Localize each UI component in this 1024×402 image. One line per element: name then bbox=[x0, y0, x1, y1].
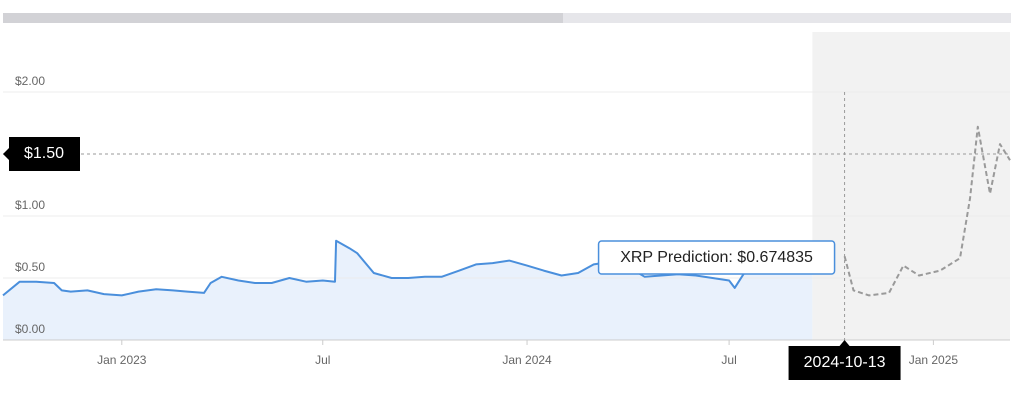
x-tick-label: Jan 2023 bbox=[97, 353, 147, 367]
y-tick-label: $1.00 bbox=[15, 198, 45, 212]
tooltip-box bbox=[597, 240, 836, 275]
y-tick-label: $0.50 bbox=[15, 260, 45, 274]
y-tick-label: $0.00 bbox=[15, 322, 45, 336]
x-tick-label: Jan 2025 bbox=[909, 353, 959, 367]
y-tick-label: $2.00 bbox=[15, 74, 45, 88]
crosshair-x-label: 2024-10-13 bbox=[804, 354, 886, 371]
x-tick-label: Jul bbox=[721, 353, 736, 367]
crosshair-y-box bbox=[3, 137, 80, 171]
tooltip: XRP Prediction: $0.674835 bbox=[597, 240, 836, 275]
line bbox=[843, 125, 1011, 297]
crosshair-x-box bbox=[788, 340, 901, 380]
plot-area bbox=[3, 32, 1010, 340]
crosshair-y-label: $1.50 bbox=[24, 145, 64, 162]
x-tick-label: Jan 2024 bbox=[502, 353, 552, 367]
scrollbar-thumb[interactable] bbox=[3, 13, 563, 23]
forecast-region bbox=[812, 32, 1010, 340]
x-tick-label: Jul bbox=[315, 353, 330, 367]
tooltip-text: XRP Prediction: $0.674835 bbox=[620, 249, 813, 266]
